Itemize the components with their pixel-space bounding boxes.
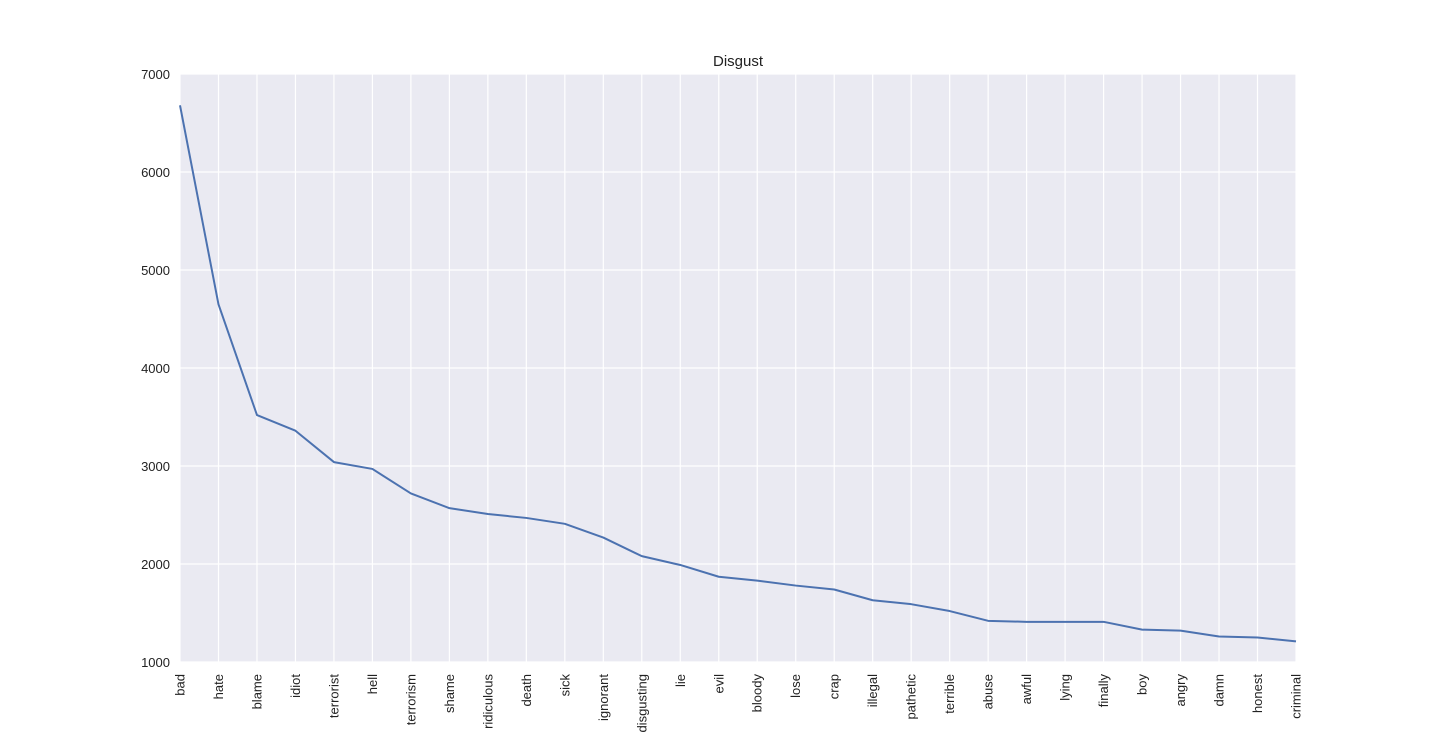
x-tick-label: shame: [442, 674, 457, 713]
y-tick-label: 1000: [141, 655, 170, 670]
y-tick-label: 3000: [141, 459, 170, 474]
y-tick-label: 5000: [141, 263, 170, 278]
x-tick-label: sick: [557, 674, 572, 697]
x-tick-label: blame: [249, 674, 264, 709]
x-tick-label: terrorist: [326, 674, 341, 718]
x-tick-label: lying: [1058, 674, 1073, 701]
x-tick-label: crap: [827, 674, 842, 699]
x-tick-label: honest: [1250, 674, 1265, 713]
x-tick-label: terrorism: [403, 674, 418, 725]
y-tick-label: 4000: [141, 361, 170, 376]
x-tick-label: angry: [1173, 674, 1188, 707]
x-tick-label: awful: [1019, 674, 1034, 704]
x-tick-label: hate: [211, 674, 226, 699]
x-tick-label: ignorant: [596, 674, 611, 721]
x-tick-label: bloody: [750, 674, 765, 713]
x-tick-label: finally: [1096, 674, 1111, 708]
x-tick-label: lie: [673, 674, 688, 687]
x-axis: bad hate blame idiot terrorist hell terrorism s…: [173, 674, 1304, 733]
y-axis: 1000 2000 3000 4000 5000 6000 7000: [141, 67, 170, 670]
x-tick-label: illegal: [865, 674, 880, 707]
x-tick-label: pathetic: [904, 674, 919, 720]
x-tick-label: lose: [788, 674, 803, 698]
series-line: [179, 105, 1297, 643]
chart-title: Disgust: [713, 53, 764, 70]
x-tick-label: disgusting: [634, 674, 649, 733]
y-tick-label: 6000: [141, 165, 170, 180]
x-tick-label: bad: [173, 674, 188, 696]
x-tick-label: boy: [1135, 674, 1150, 695]
y-tick-label: 7000: [141, 67, 170, 82]
x-tick-label: damn: [1212, 674, 1227, 707]
x-tick-label: criminal: [1289, 674, 1304, 719]
x-tick-label: terrible: [942, 674, 957, 714]
grid: [179, 73, 1297, 663]
x-tick-label: ridiculous: [480, 674, 495, 729]
x-tick-label: idiot: [288, 674, 303, 698]
x-tick-label: evil: [711, 674, 726, 694]
x-tick-label: death: [519, 674, 534, 707]
y-tick-label: 2000: [141, 557, 170, 572]
x-tick-label: abuse: [981, 674, 996, 709]
x-tick-label: hell: [365, 674, 380, 694]
